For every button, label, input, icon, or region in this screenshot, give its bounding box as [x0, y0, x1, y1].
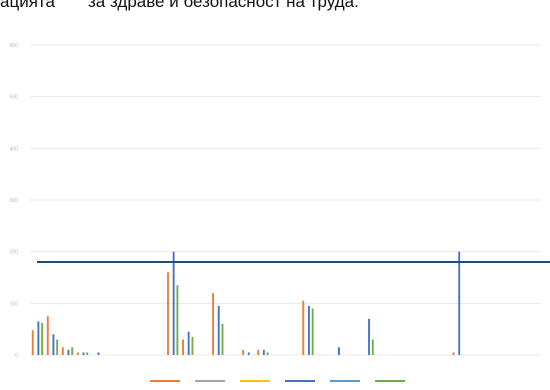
- bar: [61, 347, 64, 355]
- bar: [67, 349, 70, 355]
- bar: [266, 352, 269, 355]
- y-tick-labels: 0 100 200 300 400 500 600: [10, 43, 19, 359]
- bar: [52, 334, 55, 355]
- y-tick-label: 100: [10, 301, 19, 307]
- bar: [247, 352, 250, 355]
- bar: [37, 321, 40, 355]
- y-tick-label: 0: [15, 353, 18, 359]
- bar: [46, 316, 49, 355]
- bar: [172, 251, 175, 355]
- bar: [191, 336, 194, 355]
- bar: [217, 305, 220, 355]
- page-text-fragment: ацията за здраве и безопасност на труда.: [0, 0, 550, 13]
- bar: [187, 331, 190, 355]
- bar: [167, 272, 169, 355]
- y-tick-label: 300: [10, 198, 19, 204]
- bar: [307, 305, 310, 355]
- bar: [31, 330, 34, 355]
- y-tick-label: 500: [10, 95, 19, 101]
- header-right-text: за здраве и безопасност на труда.: [88, 0, 359, 11]
- bar: [221, 324, 224, 355]
- bar: [182, 339, 184, 355]
- bar: [71, 347, 74, 355]
- bar: [56, 339, 59, 355]
- bar: [368, 318, 370, 355]
- bar: [41, 322, 44, 355]
- y-tick-label: 400: [10, 146, 19, 152]
- bar: [371, 339, 374, 355]
- bar: [86, 352, 89, 355]
- bar: [176, 285, 179, 355]
- bar: [76, 352, 79, 355]
- bar: [311, 308, 314, 355]
- bar: [97, 352, 100, 355]
- gridlines: [30, 44, 541, 356]
- y-tick-label: 200: [10, 250, 19, 256]
- bar: [257, 349, 260, 355]
- bar: [302, 300, 305, 355]
- y-tick-label: 600: [10, 43, 19, 49]
- bar: [338, 347, 340, 355]
- bar: [452, 352, 455, 355]
- bar: [458, 251, 461, 355]
- bar: [262, 349, 265, 355]
- header-left-text: ацията: [0, 0, 55, 11]
- bar: [212, 293, 215, 355]
- bar: [242, 349, 245, 355]
- bars: [31, 251, 461, 355]
- bar: [82, 352, 85, 355]
